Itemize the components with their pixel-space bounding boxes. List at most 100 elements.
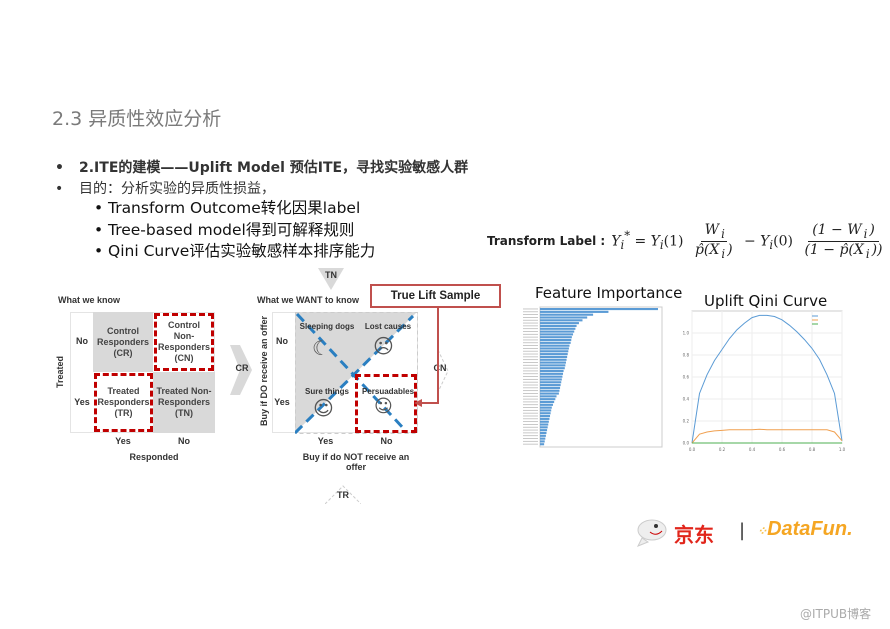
feature-tick-label (523, 336, 538, 338)
lost-cause-face-icon: ☹ (373, 334, 394, 358)
feature-tick-label (523, 415, 538, 417)
feature-bar (540, 347, 569, 350)
feature-bar (540, 338, 572, 342)
tn-arrow-icon (318, 268, 344, 290)
feature-tick-label (523, 339, 538, 341)
qini-xtick: 0.0 (689, 447, 696, 452)
know-row-no: No (76, 336, 88, 346)
bullet-2-text: 目的：分析实验的异质性损益， (79, 181, 275, 197)
callout-arrow-icon (414, 307, 439, 407)
feature-bar (540, 415, 551, 418)
feature-tick-label (523, 438, 538, 439)
marker-tr: TR (337, 490, 349, 500)
feature-bar (540, 316, 588, 319)
sub-bullet-text: Qini Curve评估实验敏感样本排序能力 (108, 242, 376, 260)
cn-arrow-icon (437, 350, 449, 392)
qini-xtick: 1.0 (839, 447, 846, 452)
feature-tick-label (523, 364, 538, 366)
bullet-1: • 2.ITE的建模——Uplift Model 预估ITE，寻找实验敏感人群 (55, 160, 469, 176)
feature-tick-label (523, 424, 538, 425)
feature-bar (540, 327, 576, 330)
cell-persuadables: Persuadables (361, 387, 415, 396)
feature-tick-label (523, 319, 538, 321)
feature-bar (540, 344, 570, 347)
feature-bar (540, 403, 553, 406)
formula-label: Transform Label : (487, 234, 606, 249)
feature-tick-label (523, 401, 538, 403)
feature-bar (540, 322, 579, 325)
sleeping-dog-icon: ☾ (312, 336, 330, 360)
feature-bar (540, 381, 562, 384)
feature-bar (540, 310, 609, 313)
persuadable-megaphone-icon: ☺ (374, 396, 393, 417)
feature-bar (540, 369, 564, 373)
feature-tick-label (523, 362, 538, 363)
know-col-axis: Responded (129, 452, 179, 462)
feature-tick-label (523, 387, 538, 389)
feature-tick-label (523, 381, 538, 383)
feature-bar (540, 358, 567, 361)
feature-tick-label (523, 342, 538, 344)
feature-tick-label (523, 347, 538, 349)
want-col-yes: Yes (317, 436, 334, 446)
feature-tick-label (523, 378, 538, 380)
feature-bar (540, 330, 575, 333)
want-title: What we WANT to know (257, 295, 359, 305)
feature-bar (540, 409, 552, 412)
feature-bar (540, 431, 547, 435)
feature-tick-label (523, 384, 538, 386)
cell-sure-things: Sure things (304, 387, 349, 396)
jd-logo-text: 京东 (674, 523, 714, 547)
feature-tick-label (523, 429, 538, 431)
sub-bullet-text: Transform Outcome转化因果label (108, 199, 361, 217)
sub-bullet-1: • Transform Outcome转化因果label (94, 199, 361, 217)
qini-curve-chart: 0.0 0.2 0.4 0.6 0.8 1.0 0.0 0.2 0.4 0.6 0.8 1.0 (683, 310, 846, 452)
marker-cn: CN (433, 363, 447, 373)
feature-tick-label (523, 350, 538, 352)
qini-xtick: 0.8 (809, 447, 816, 452)
feature-bar (540, 341, 571, 344)
feature-bar (540, 423, 549, 426)
feature-tick-label (523, 435, 538, 437)
feature-tick-label (523, 311, 538, 313)
bullet-2: • 目的：分析实验的异质性损益， (55, 181, 275, 197)
tr-arrow-icon (325, 485, 361, 504)
know-title: What we know (58, 295, 121, 305)
feature-bar (540, 333, 574, 336)
qini-ytick: 0.0 (683, 441, 690, 446)
bullet-1-text: 2.ITE的建模——Uplift Model 预估ITE，寻找实验敏感人群 (79, 160, 469, 176)
datafun-logo: ⁘DataFun. (757, 518, 853, 540)
qini-ytick: 0.2 (683, 419, 690, 424)
cell-lost-causes: Lost causes (364, 322, 412, 331)
qini-ytick: 0.6 (683, 375, 690, 380)
persuadables-highlight (355, 374, 417, 433)
feature-bar (540, 336, 572, 339)
feature-tick-label (523, 367, 538, 369)
cell-control-responders: Control Responders (CR) (93, 312, 153, 372)
sub-bullet-3: • Qini Curve评估实验敏感样本排序能力 (94, 242, 376, 260)
feature-bar (540, 372, 564, 375)
feature-bar (540, 417, 550, 420)
feature-tick-label (523, 317, 538, 318)
qini-series-line (691, 428, 843, 444)
qini-series-line (691, 314, 843, 444)
qini-ytick: 1.0 (683, 331, 690, 336)
feature-bar (540, 361, 566, 364)
feature-tick-label (523, 370, 538, 372)
feature-bar (540, 364, 566, 367)
feature-tick-label (523, 418, 538, 420)
feature-tick-label (523, 314, 538, 315)
feature-tick-label (523, 376, 538, 377)
want-row-no: No (276, 336, 288, 346)
feature-bar (540, 378, 562, 381)
feature-bar (540, 308, 658, 311)
logo-separator: | (739, 520, 746, 541)
feature-bar (540, 367, 565, 370)
feature-bar (540, 429, 548, 432)
feature-tick-label (523, 395, 538, 397)
know-col-yes: Yes (115, 436, 131, 446)
feature-tick-label (523, 308, 538, 310)
qini-title: Uplift Qini Curve (704, 292, 828, 310)
